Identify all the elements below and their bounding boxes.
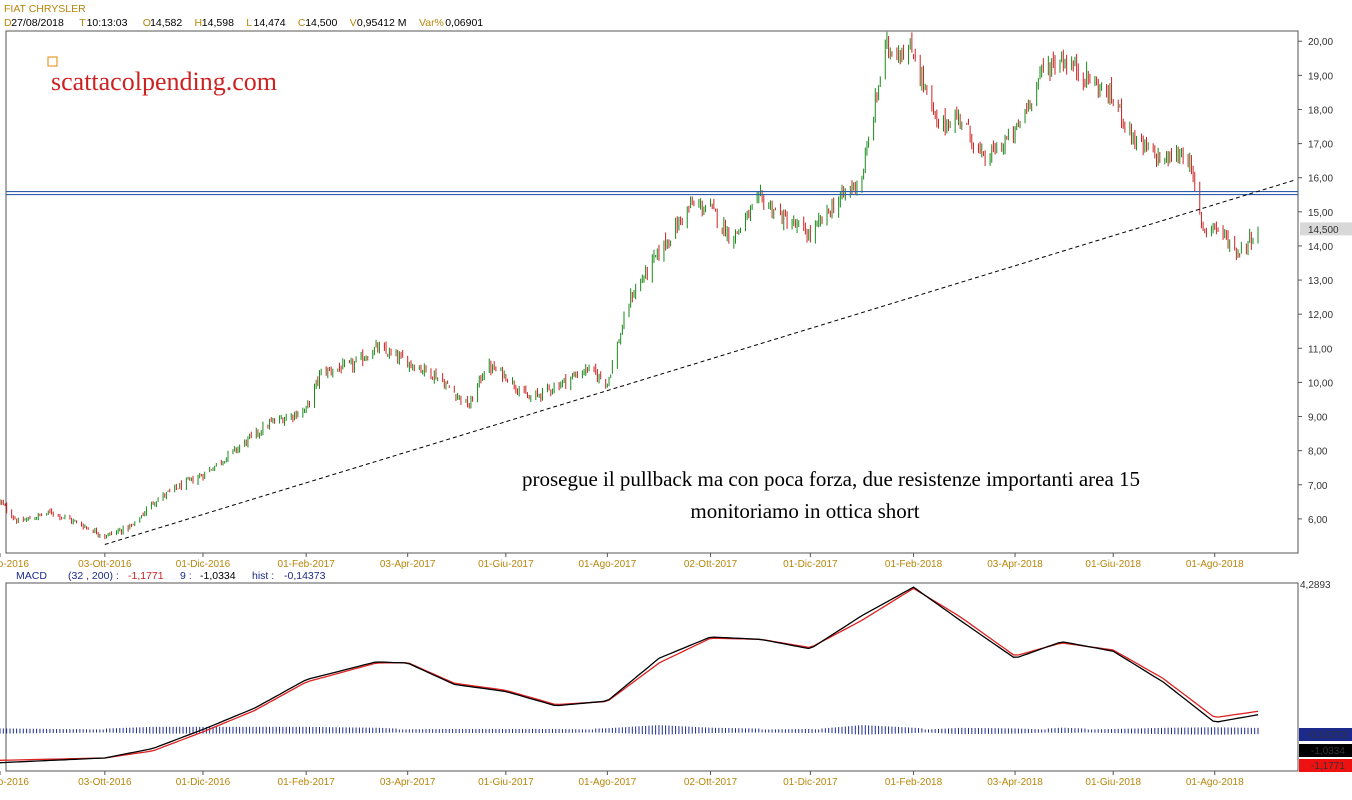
date-tick-label: 01-Dic-2017 — [783, 777, 838, 788]
macd-params: (32 , 200) : — [68, 570, 119, 582]
hist-value-label: -0,14373 — [1307, 730, 1347, 741]
date-tick-label: 01-Ago-2018 — [1186, 559, 1244, 570]
macd-value-label: -1,1771 — [1311, 761, 1345, 772]
support-trendline — [104, 179, 1297, 545]
header-key: O — [143, 17, 151, 29]
date-tick-label: 01-Ago-2016 — [0, 777, 29, 788]
date-tick-label: 01-Giu-2017 — [478, 777, 534, 788]
date-tick-label: 03-Ott-2016 — [78, 559, 132, 570]
date-tick-label: 01-Dic-2016 — [176, 559, 231, 570]
header-key: Var% — [419, 17, 444, 29]
price-tick-label: 7,00 — [1308, 481, 1328, 492]
date-tick-label: 02-Ott-2017 — [684, 777, 738, 788]
date-tick-label: 01-Dic-2016 — [176, 777, 231, 788]
annotation-line-1: prosegue il pullback ma con poca forza, … — [522, 467, 1140, 491]
price-tick-label: 18,00 — [1308, 105, 1333, 116]
chart-title: FIAT CHRYSLER — [4, 3, 86, 15]
header-key: C — [298, 17, 306, 29]
date-tick-label: 01-Ago-2017 — [578, 559, 636, 570]
date-tick-label: 03-Apr-2018 — [987, 559, 1043, 570]
price-axis: 6,00 7,00 8,00 9,00 10,00 11,00 12,00 13,00 14,0… — [1298, 37, 1333, 526]
macd-value-labels: -0,14373 -1,0334 -1,1771 — [1299, 728, 1352, 772]
price-tick-label: 15,00 — [1308, 208, 1333, 219]
price-panel — [5, 30, 1299, 554]
price-tick-label: 17,00 — [1308, 140, 1333, 151]
hist-label: hist : — [252, 570, 274, 582]
date-tick-label: 01-Feb-2017 — [278, 559, 336, 570]
header-key: V — [350, 17, 357, 29]
date-axis-price: 01-Ago-2016 03-Ott-2016 01-Dic-2016 01-Feb-… — [0, 553, 1244, 570]
date-tick-label: 01-Giu-2018 — [1085, 777, 1141, 788]
date-tick-label: 01-Ago-2017 — [578, 777, 636, 788]
watermark-text: scattacolpending.com — [51, 67, 277, 96]
macd-panel — [5, 582, 1299, 772]
signal-value-label: -1,0334 — [1311, 746, 1345, 757]
price-tick-label: 19,00 — [1308, 71, 1333, 82]
watermark-square-icon — [47, 56, 58, 67]
header-key: T — [79, 17, 86, 29]
price-tick-label: 13,00 — [1308, 276, 1333, 287]
header-value: 0,95412 M — [357, 17, 407, 29]
header-key: D — [4, 17, 12, 29]
price-tick-label: 12,00 — [1308, 310, 1333, 321]
date-axis-macd: 01-Ago-2016 03-Ott-2016 01-Dic-2016 01-Feb-… — [0, 771, 1244, 788]
date-tick-label: 01-Ago-2016 — [0, 559, 29, 570]
last-price-marker: 14,500 — [1300, 222, 1352, 236]
last-price-label: 14,500 — [1308, 225, 1339, 236]
header-value: 14,582 — [150, 17, 182, 29]
header-key: L — [246, 17, 252, 29]
header-value: 27/08/2018 — [11, 17, 64, 29]
date-tick-label: 01-Giu-2017 — [478, 559, 534, 570]
candles — [0, 31, 1259, 540]
date-tick-label: 01-Feb-2018 — [885, 777, 943, 788]
date-tick-label: 03-Apr-2017 — [380, 777, 436, 788]
macd-header: MACD (32 , 200) : -1,1771 9 : -1,0334 hi… — [16, 570, 326, 582]
signal-label: 9 : — [180, 570, 192, 582]
date-tick-label: 03-Apr-2018 — [987, 777, 1043, 788]
price-header: FIAT CHRYSLER D 27/08/2018 T 10:13:03 O 14,58… — [4, 3, 483, 29]
signal-value: -1,0334 — [200, 570, 236, 582]
date-tick-label: 01-Feb-2018 — [885, 559, 943, 570]
header-value: 14,474 — [254, 17, 286, 29]
price-tick-label: 6,00 — [1308, 515, 1328, 526]
date-tick-label: 01-Giu-2018 — [1085, 559, 1141, 570]
date-tick-label: 01-Feb-2017 — [278, 777, 336, 788]
header-key: H — [195, 17, 203, 29]
price-tick-label: 9,00 — [1308, 413, 1328, 424]
price-tick-label: 14,00 — [1308, 242, 1333, 253]
macd-histogram — [0, 725, 1259, 735]
header-value: 14,598 — [202, 17, 234, 29]
price-tick-label: 16,00 — [1308, 174, 1333, 185]
date-tick-label: 01-Ago-2018 — [1186, 777, 1244, 788]
annotation-line-2: monitoriamo in ottica short — [690, 499, 919, 523]
date-tick-label: 02-Ott-2017 — [684, 559, 738, 570]
price-tick-label: 20,00 — [1308, 37, 1333, 48]
date-tick-label: 03-Ott-2016 — [78, 777, 132, 788]
price-tick-label: 10,00 — [1308, 378, 1333, 389]
header-value: 14,500 — [305, 17, 337, 29]
date-tick-label: 01-Dic-2017 — [783, 559, 838, 570]
price-tick-label: 8,00 — [1308, 447, 1328, 458]
header-value: 0,06901 — [445, 17, 483, 29]
macd-line — [0, 586, 1259, 764]
hist-value: -0,14373 — [284, 570, 326, 582]
macd-label: MACD — [16, 570, 47, 582]
date-tick-label: 03-Apr-2017 — [380, 559, 436, 570]
ohlc-fields: D 27/08/2018 T 10:13:03 O 14,582 H 14,598 L 14,47… — [4, 17, 483, 29]
price-tick-label: 11,00 — [1308, 344, 1333, 355]
macd-value: -1,1771 — [128, 570, 164, 582]
macd-top-tick: 4,2893 — [1300, 580, 1331, 591]
header-value: 10:13:03 — [87, 17, 128, 29]
